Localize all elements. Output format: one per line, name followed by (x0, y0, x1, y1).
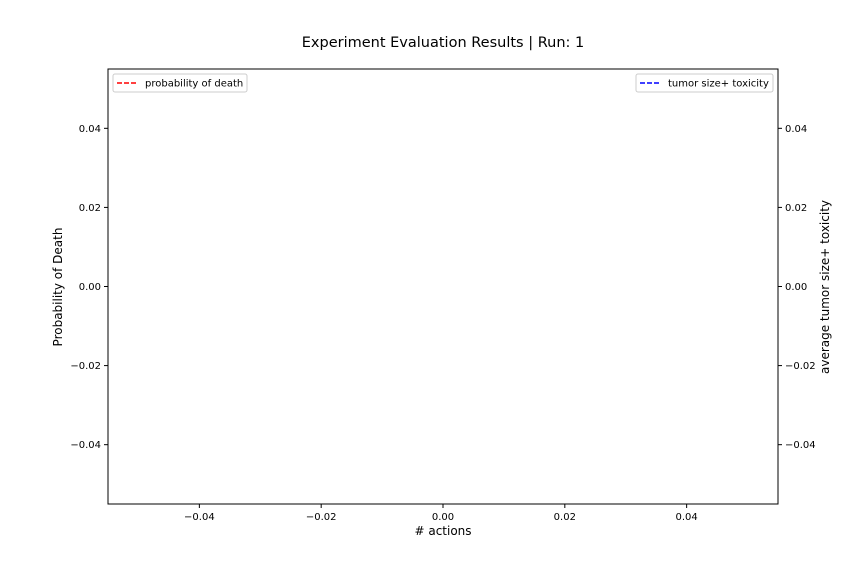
plot-area-frame (107, 68, 779, 505)
y-right-tick-label: 0.04 (785, 124, 807, 135)
y-right-tick-label: 0.00 (785, 282, 807, 293)
legend-left-box (112, 73, 248, 93)
x-tick-label: 0.04 (676, 512, 698, 523)
y-axis-left-label: Probability of Death (51, 228, 65, 347)
chart-title: Experiment Evaluation Results | Run: 1 (302, 35, 585, 51)
y-left-tick-label: −0.04 (70, 440, 101, 451)
y-axis-right-ticks: 0.04 0.02 0.00 −0.02 −0.04 (778, 124, 816, 451)
x-tick-label: 0.02 (554, 512, 576, 523)
x-axis-ticks: −0.04 −0.02 0.00 0.02 0.04 (184, 504, 698, 523)
x-tick-label: −0.04 (184, 512, 215, 523)
legend-right: tumor size+ toxicity (635, 73, 774, 93)
y-right-tick-label: −0.04 (785, 440, 816, 451)
x-tick-label: 0.00 (432, 512, 454, 523)
legend-right-box (635, 73, 774, 93)
x-axis-label: # actions (414, 524, 471, 538)
legend-left-label: probability of death (145, 79, 243, 90)
y-left-tick-label: 0.04 (79, 124, 101, 135)
x-tick-label: −0.02 (306, 512, 337, 523)
legend-left: probability of death (112, 73, 248, 93)
y-axis-left-ticks: 0.04 0.02 0.00 −0.02 −0.04 (70, 124, 108, 451)
y-right-tick-label: 0.02 (785, 203, 807, 214)
y-axis-right-label: average tumor size+ toxicity (818, 200, 832, 374)
y-left-tick-label: −0.02 (70, 361, 101, 372)
y-right-tick-label: −0.02 (785, 361, 816, 372)
legend-right-label: tumor size+ toxicity (668, 79, 769, 90)
y-left-tick-label: 0.02 (79, 203, 101, 214)
y-left-tick-label: 0.00 (79, 282, 101, 293)
